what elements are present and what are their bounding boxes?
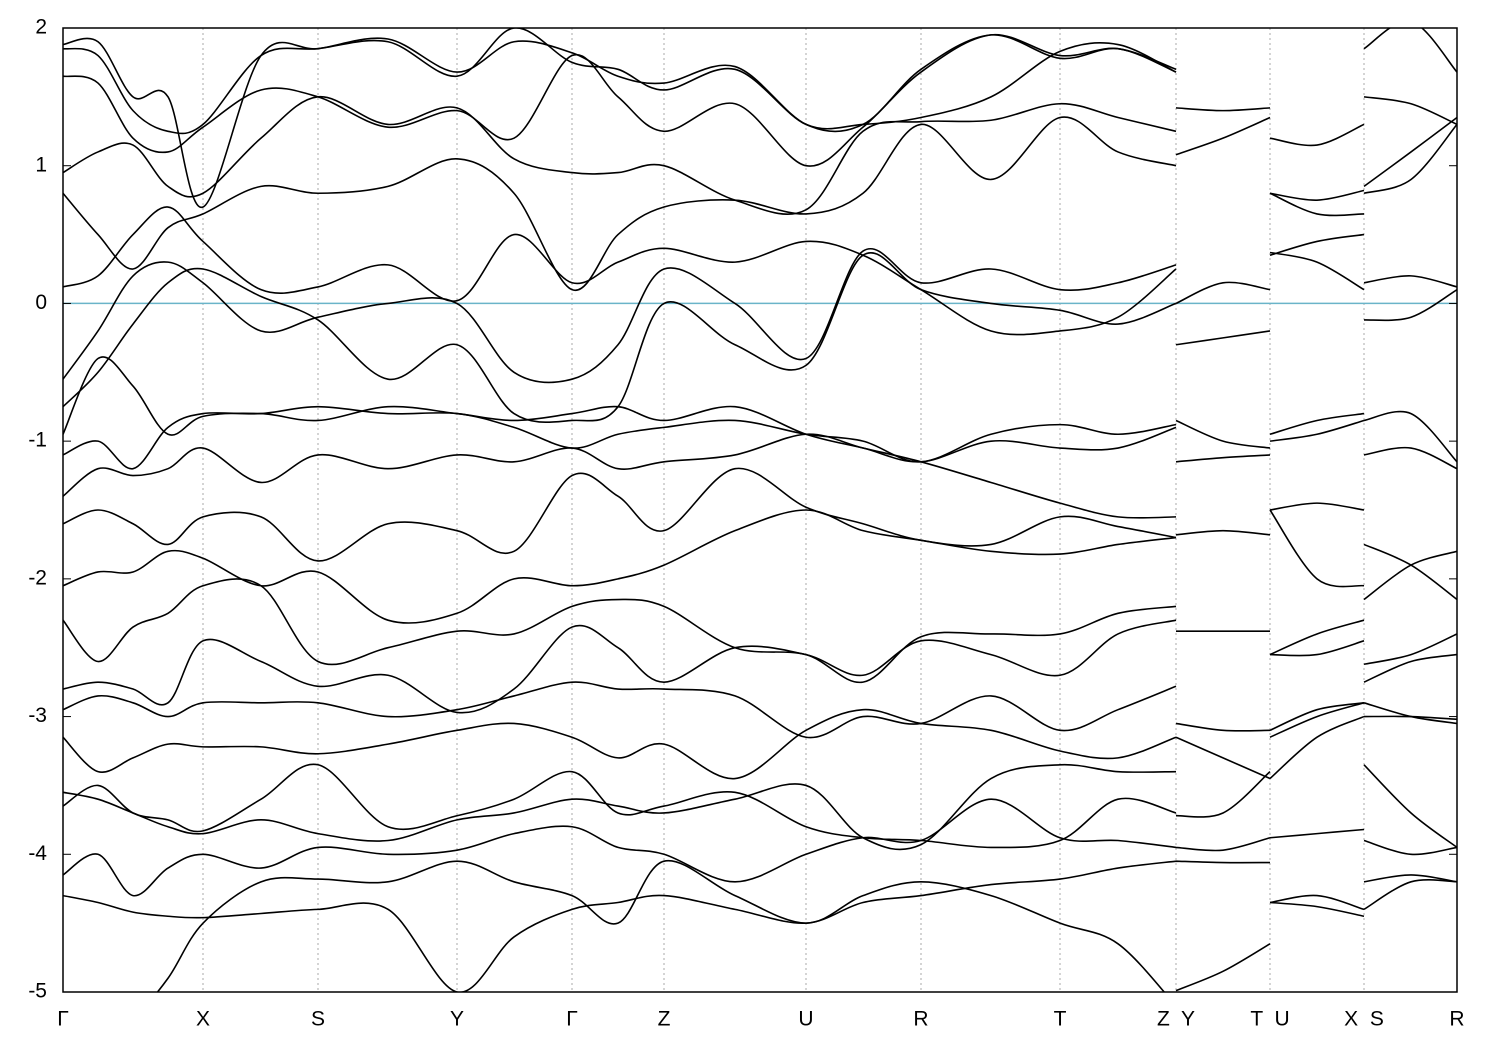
band-line [63,28,1177,135]
x-tick-label: Γ [566,1008,578,1031]
x-tick-label: T U [1250,1008,1289,1031]
y-tick-label: 2 [35,16,47,39]
band-line [63,702,1457,851]
band-line [63,702,1457,780]
band-line [63,454,1457,683]
plot-frame [62,27,1458,993]
x-tick-label: Z Y [1157,1008,1195,1031]
band-line [63,96,1177,215]
band-line [63,529,1457,714]
band-line [63,107,1457,519]
x-tick-label: X [196,1008,210,1031]
axes: -5 -4 -3 -2 -1 0 1 2 Γ X S Y Γ Z U R T Z Y T U X S R [28,16,1464,1031]
bands [63,28,1457,992]
x-tick-label: U [798,1008,813,1031]
band-line [63,419,1457,624]
band-line [63,123,1457,424]
band-line [63,764,1457,897]
x-tick-label: S [311,1008,325,1031]
band-line [63,860,1457,992]
x-tick-label: X S [1344,1008,1384,1031]
band-line [63,619,1457,739]
band-line [63,116,1177,291]
band-line [63,28,1457,167]
band-line [63,116,1457,470]
band-line [63,116,1457,384]
x-tick-label: Γ [57,1008,69,1031]
band-line [156,859,1457,992]
band-line [63,34,1177,208]
y-tick-label: -3 [28,704,47,727]
band-line [63,96,1457,336]
x-tick-label: Y [450,1008,464,1031]
band-line [63,330,1457,562]
x-tick-label: R [1449,1008,1464,1031]
y-tick-label: 1 [35,153,47,176]
band-line [63,715,1457,856]
x-tick-label: Z [658,1008,671,1031]
y-tick-label: -4 [28,842,47,865]
y-tick-label: -1 [28,429,47,452]
y-tick-label: -2 [28,566,47,589]
y-tick-label: 0 [35,291,47,314]
x-tick-label: R [913,1008,928,1031]
x-tick-label: T [1054,1008,1067,1031]
y-tick-label: -5 [28,980,47,1003]
